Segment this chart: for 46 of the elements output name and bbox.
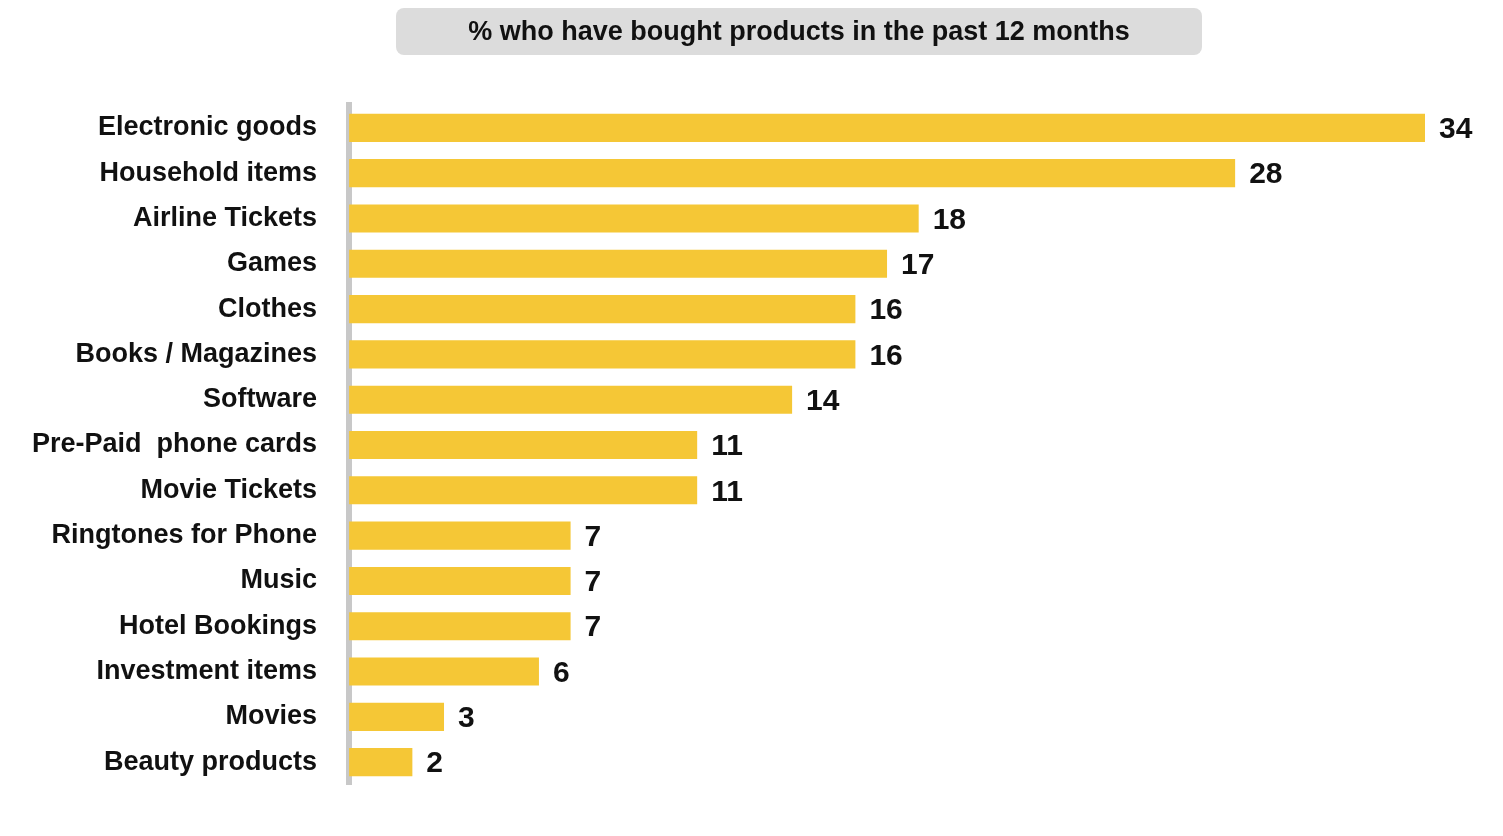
- bar: [349, 476, 698, 505]
- bar: [349, 159, 1236, 188]
- bar: [349, 612, 571, 641]
- y-tick-label: Movie Tickets: [140, 473, 318, 504]
- data-label: 34: [1439, 111, 1473, 145]
- bar: [349, 295, 856, 324]
- y-tick-label: Household items: [99, 156, 318, 187]
- data-label: 18: [932, 201, 967, 235]
- data-label: 3: [458, 700, 475, 734]
- bar: [349, 702, 445, 731]
- bar: [349, 566, 571, 595]
- bar: [349, 521, 571, 550]
- y-tick-label: Beauty products: [104, 745, 318, 776]
- y-tick-label: Music: [240, 564, 318, 595]
- data-label: 14: [806, 382, 840, 416]
- data-label: 7: [584, 518, 602, 552]
- y-tick-label: Airline Tickets: [132, 201, 318, 232]
- data-label: 16: [869, 337, 903, 371]
- bar: [349, 204, 919, 233]
- y-tick-label: Games: [227, 247, 318, 278]
- y-tick-label: Software: [203, 383, 318, 414]
- chart-title: % who have bought products in the past 12 months: [396, 8, 1202, 55]
- y-tick-label: Books / Magazines: [75, 337, 318, 368]
- data-label: 6: [552, 654, 570, 688]
- y-tick-label: Hotel Bookings: [119, 609, 318, 640]
- data-label: 11: [711, 428, 743, 462]
- bar: [349, 657, 539, 686]
- y-tick-label: Clothes: [218, 292, 318, 323]
- bar: [349, 385, 793, 414]
- y-tick-label: Ringtones for Phone: [51, 519, 318, 550]
- bar: [349, 249, 888, 278]
- y-tick-label: Movies: [225, 700, 318, 731]
- data-label: 7: [584, 609, 602, 643]
- data-label: 16: [869, 292, 903, 326]
- data-label: 7: [584, 564, 602, 598]
- bar: [349, 748, 413, 777]
- data-label: 2: [426, 745, 444, 779]
- data-label: 17: [901, 247, 935, 281]
- data-label: 28: [1249, 156, 1283, 190]
- y-tick-label: Electronic goods: [98, 111, 318, 142]
- bar: [349, 430, 698, 460]
- y-tick-label: Pre-Paid phone cards: [31, 428, 318, 459]
- bar: [349, 113, 1425, 142]
- y-tick-label: Investment items: [96, 654, 318, 685]
- data-label: 11: [711, 473, 743, 507]
- bar: [349, 340, 856, 369]
